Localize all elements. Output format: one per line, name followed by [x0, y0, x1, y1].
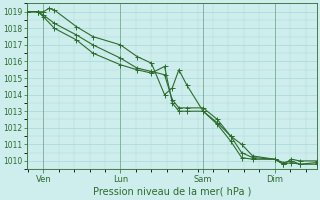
X-axis label: Pression niveau de la mer( hPa ): Pression niveau de la mer( hPa ) [92, 187, 251, 197]
